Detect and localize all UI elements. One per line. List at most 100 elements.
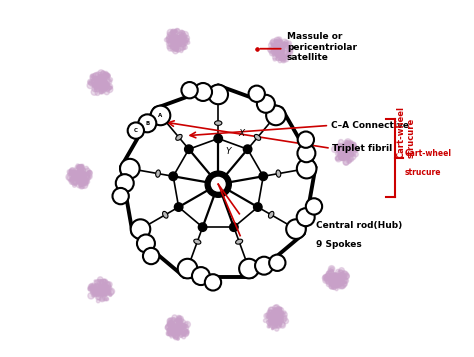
Circle shape — [96, 80, 100, 85]
Circle shape — [344, 282, 346, 284]
Circle shape — [346, 148, 349, 151]
Circle shape — [77, 174, 81, 178]
Circle shape — [92, 292, 96, 296]
Circle shape — [336, 283, 342, 289]
Circle shape — [100, 297, 103, 301]
Circle shape — [98, 288, 103, 292]
Circle shape — [95, 289, 101, 295]
Circle shape — [274, 315, 280, 321]
Circle shape — [280, 322, 285, 328]
Circle shape — [337, 280, 343, 286]
Circle shape — [74, 183, 77, 186]
Circle shape — [344, 140, 347, 144]
Circle shape — [104, 84, 109, 89]
Circle shape — [103, 287, 106, 290]
Circle shape — [275, 52, 281, 57]
Circle shape — [297, 159, 317, 178]
Circle shape — [170, 325, 176, 332]
Circle shape — [77, 170, 84, 176]
Circle shape — [168, 327, 173, 332]
Circle shape — [72, 181, 74, 183]
Circle shape — [273, 311, 275, 313]
Circle shape — [273, 320, 279, 326]
Text: Cart-wheel: Cart-wheel — [404, 149, 451, 158]
Circle shape — [175, 36, 178, 40]
Circle shape — [289, 46, 291, 48]
Circle shape — [105, 284, 111, 290]
Circle shape — [100, 82, 105, 86]
Circle shape — [103, 287, 108, 293]
Circle shape — [341, 151, 344, 153]
Circle shape — [286, 41, 292, 46]
Circle shape — [276, 48, 281, 52]
Circle shape — [102, 81, 106, 86]
Circle shape — [350, 145, 356, 151]
Circle shape — [80, 172, 86, 178]
Circle shape — [94, 89, 97, 92]
Circle shape — [77, 173, 80, 176]
Circle shape — [96, 76, 100, 81]
Circle shape — [171, 29, 175, 34]
Circle shape — [77, 180, 82, 184]
Circle shape — [83, 173, 89, 179]
Circle shape — [275, 46, 280, 50]
Circle shape — [336, 278, 340, 282]
Circle shape — [92, 288, 97, 292]
Circle shape — [98, 288, 103, 293]
Circle shape — [95, 81, 100, 86]
Circle shape — [166, 41, 172, 47]
Circle shape — [106, 282, 110, 286]
Circle shape — [271, 314, 276, 320]
Circle shape — [100, 291, 104, 295]
Circle shape — [335, 145, 340, 151]
Circle shape — [168, 327, 173, 331]
Circle shape — [280, 41, 286, 47]
Circle shape — [177, 40, 180, 42]
Circle shape — [341, 144, 346, 149]
Circle shape — [169, 328, 174, 333]
Circle shape — [343, 152, 346, 156]
Circle shape — [100, 85, 107, 91]
Circle shape — [345, 151, 349, 156]
Circle shape — [173, 324, 175, 327]
Circle shape — [100, 297, 105, 302]
Circle shape — [178, 318, 181, 321]
Circle shape — [331, 272, 334, 276]
Circle shape — [91, 75, 94, 78]
Circle shape — [172, 40, 173, 42]
Circle shape — [272, 316, 276, 321]
Circle shape — [331, 278, 334, 282]
Circle shape — [182, 335, 186, 339]
Circle shape — [75, 172, 80, 177]
Circle shape — [172, 330, 178, 335]
Text: B: B — [145, 121, 149, 126]
Circle shape — [91, 75, 93, 77]
Circle shape — [175, 41, 181, 46]
Circle shape — [98, 78, 102, 82]
Ellipse shape — [194, 239, 201, 244]
Circle shape — [77, 176, 81, 180]
Circle shape — [103, 86, 107, 90]
Circle shape — [345, 143, 348, 146]
Circle shape — [82, 172, 85, 175]
Circle shape — [177, 326, 180, 329]
Circle shape — [176, 39, 179, 42]
Circle shape — [98, 70, 104, 76]
Circle shape — [340, 154, 345, 159]
Circle shape — [278, 316, 283, 321]
Circle shape — [279, 307, 282, 310]
Circle shape — [333, 276, 339, 282]
Circle shape — [280, 58, 282, 60]
Circle shape — [343, 149, 348, 154]
Circle shape — [174, 40, 178, 44]
Circle shape — [72, 174, 76, 178]
Circle shape — [81, 172, 87, 178]
Circle shape — [78, 174, 82, 178]
Circle shape — [330, 270, 333, 272]
Circle shape — [94, 83, 100, 89]
Circle shape — [334, 276, 339, 281]
Circle shape — [270, 318, 275, 323]
Circle shape — [81, 164, 84, 167]
Circle shape — [323, 277, 329, 283]
Circle shape — [334, 276, 336, 278]
